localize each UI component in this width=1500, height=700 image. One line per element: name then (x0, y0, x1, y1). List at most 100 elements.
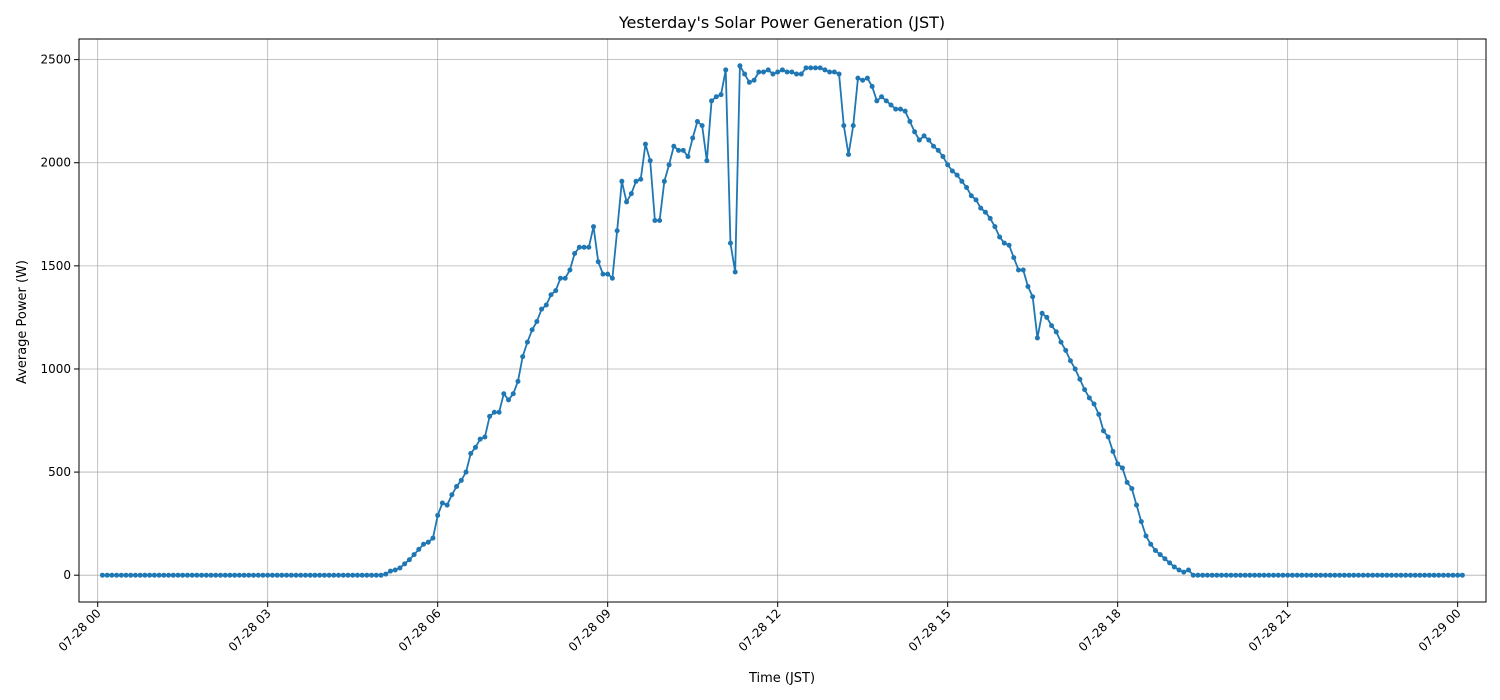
data-point (1445, 572, 1451, 578)
data-point (1072, 366, 1078, 372)
data-point (1119, 465, 1125, 471)
data-point (1332, 572, 1338, 578)
data-point (869, 83, 875, 89)
data-point (581, 244, 587, 250)
data-point (1101, 428, 1107, 434)
data-point (364, 572, 370, 578)
y-tick-label: 2500 (40, 53, 71, 67)
data-point (274, 572, 280, 578)
data-point (543, 302, 549, 308)
data-point (661, 178, 667, 184)
data-point (345, 572, 351, 578)
x-tick-label: 07-29 00 (1416, 606, 1464, 654)
data-point (553, 288, 559, 294)
x-tick-label: 07-28 03 (226, 606, 274, 654)
data-point (156, 572, 162, 578)
data-point (699, 123, 705, 129)
data-point (175, 572, 181, 578)
data-point (1049, 323, 1055, 329)
grid-layer (79, 39, 1486, 602)
data-point (794, 71, 800, 77)
data-point (874, 98, 880, 104)
data-point (1195, 572, 1201, 578)
data-point (147, 572, 153, 578)
data-point (350, 572, 356, 578)
data-point (1143, 533, 1149, 539)
data-point (392, 567, 398, 573)
x-tick-label: 07-28 00 (56, 606, 104, 654)
data-point (373, 572, 379, 578)
data-point (1091, 401, 1097, 407)
data-point (520, 354, 526, 360)
data-point (624, 199, 630, 205)
data-point (326, 572, 332, 578)
data-point (784, 69, 790, 75)
data-point (1379, 572, 1385, 578)
data-point (1034, 335, 1040, 341)
data-point (803, 65, 809, 71)
data-point (1039, 310, 1045, 316)
x-tick-label: 07-28 21 (1246, 606, 1294, 654)
data-point (477, 436, 483, 442)
data-point (534, 319, 540, 325)
data-point (676, 147, 682, 153)
y-axis-label: Average Power (W) (15, 260, 30, 384)
data-point (652, 217, 658, 223)
data-point (482, 434, 488, 440)
data-point (430, 535, 436, 541)
data-point (964, 184, 970, 190)
data-point (1214, 572, 1220, 578)
data-point (189, 572, 195, 578)
data-point (142, 572, 148, 578)
data-point (213, 572, 219, 578)
data-point (1450, 572, 1456, 578)
data-point (1384, 572, 1390, 578)
data-point (997, 234, 1003, 240)
data-point (1318, 572, 1324, 578)
data-point (510, 391, 516, 397)
data-point (472, 444, 478, 450)
x-tick-label: 07-28 18 (1076, 606, 1124, 654)
data-point (595, 259, 601, 265)
data-point (846, 151, 852, 157)
data-point (761, 69, 767, 75)
data-point (468, 451, 474, 457)
data-point (935, 147, 941, 153)
data-point (1370, 572, 1376, 578)
data-point (1294, 572, 1300, 578)
data-point (1341, 572, 1347, 578)
data-point (255, 572, 261, 578)
data-point (331, 572, 337, 578)
data-point (501, 391, 507, 397)
data-point (444, 502, 450, 508)
data-point (987, 215, 993, 221)
data-point (293, 572, 299, 578)
data-point (265, 572, 271, 578)
data-point (1308, 572, 1314, 578)
data-point (151, 572, 157, 578)
data-point (515, 378, 521, 384)
data-point (524, 339, 530, 345)
data-point (137, 572, 143, 578)
data-point (383, 571, 389, 577)
data-point (619, 178, 625, 184)
data-point (831, 69, 837, 75)
data-point (973, 197, 979, 203)
data-point (184, 572, 190, 578)
data-point (539, 306, 545, 312)
data-point (1162, 556, 1168, 562)
x-tick-label: 07-28 12 (736, 606, 784, 654)
data-point (1459, 572, 1465, 578)
y-tick-label: 0 (63, 568, 71, 582)
data-point (260, 572, 266, 578)
data-point (123, 572, 129, 578)
data-point (605, 271, 611, 277)
data-point (916, 137, 922, 143)
data-point (406, 557, 412, 563)
data-point (1299, 572, 1305, 578)
data-point (666, 162, 672, 168)
data-point (1067, 358, 1073, 364)
data-point (1129, 486, 1135, 492)
data-point (723, 67, 729, 73)
data-point (1441, 572, 1446, 578)
